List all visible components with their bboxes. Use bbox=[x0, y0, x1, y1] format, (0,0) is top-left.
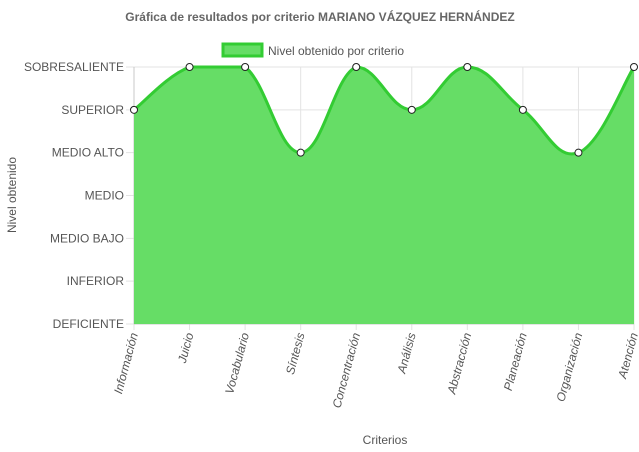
legend-swatch bbox=[221, 42, 264, 58]
legend-label: Nivel obtenido por criterio bbox=[268, 44, 404, 58]
y-axis-title: Nivel obtenido bbox=[5, 157, 19, 233]
data-point[interactable] bbox=[463, 63, 472, 71]
x-axis-ticks: Información Juicio Vocabulario Síntesis Conc… bbox=[111, 331, 639, 410]
chart-title: Gráfica de resultados por criterio MARIA… bbox=[125, 9, 514, 24]
data-point[interactable] bbox=[241, 63, 250, 71]
y-axis-ticks: DEFICIENTE INFERIOR MEDIO BAJO MEDIO MEDIO A… bbox=[24, 60, 124, 331]
x-tick-label: Concentración bbox=[330, 331, 364, 410]
y-tick-label: MEDIO bbox=[85, 189, 124, 203]
points-layer bbox=[130, 63, 638, 157]
x-tick-label: Vocabulario bbox=[222, 331, 252, 396]
data-point[interactable] bbox=[130, 105, 138, 114]
data-point[interactable] bbox=[296, 148, 305, 157]
y-tick-label: INFERIOR bbox=[67, 274, 125, 288]
series-line bbox=[133, 65, 636, 156]
x-tick-label: Atención bbox=[615, 331, 639, 381]
y-tick-label: SOBRESALIENTE bbox=[24, 60, 124, 74]
data-point[interactable] bbox=[352, 63, 361, 71]
x-axis-title: Criterios bbox=[363, 433, 408, 447]
data-point[interactable] bbox=[185, 63, 194, 71]
y-tick-label: MEDIO BAJO bbox=[50, 231, 124, 245]
x-tick-label: Síntesis bbox=[283, 331, 308, 376]
data-point[interactable] bbox=[574, 148, 583, 157]
x-tick-label: Información bbox=[111, 331, 141, 395]
legend[interactable]: Nivel obtenido por criterio bbox=[221, 42, 404, 58]
data-point[interactable] bbox=[407, 105, 416, 114]
x-tick-label: Juicio bbox=[175, 331, 197, 366]
data-point[interactable] bbox=[630, 63, 638, 71]
series-area bbox=[134, 67, 634, 324]
x-tick-label: Organización bbox=[554, 331, 586, 403]
y-tick-label: SUPERIOR bbox=[61, 103, 124, 117]
x-tick-label: Planeación bbox=[501, 331, 530, 392]
x-tick-label: Análisis bbox=[394, 331, 418, 376]
y-tick-label: MEDIO ALTO bbox=[52, 146, 124, 160]
y-tick-label: DEFICIENTE bbox=[53, 317, 124, 331]
x-tick-label: Abstracción bbox=[444, 331, 474, 396]
area-layer bbox=[133, 65, 636, 324]
data-point[interactable] bbox=[518, 105, 527, 114]
